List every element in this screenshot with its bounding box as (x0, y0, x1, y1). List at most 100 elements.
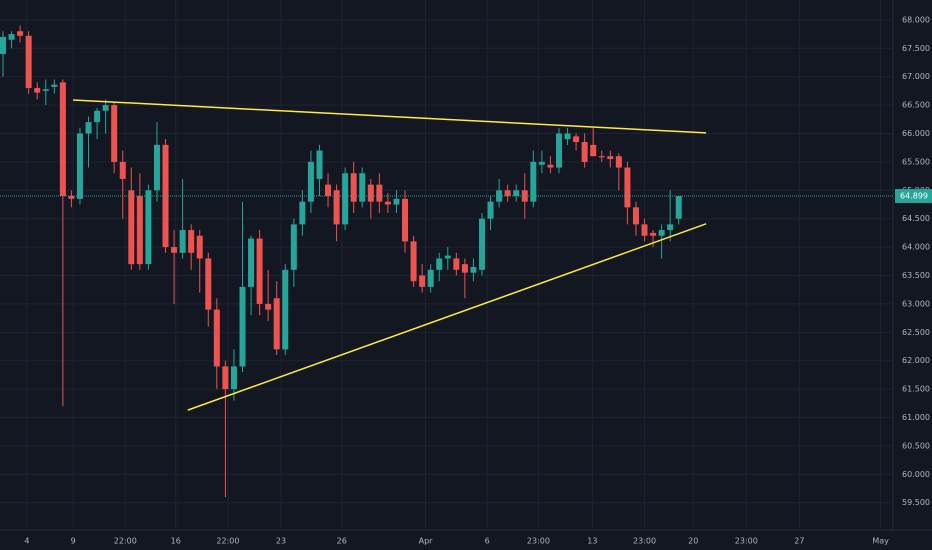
candle-body (615, 156, 622, 168)
candle-body (419, 275, 426, 287)
candle-body (162, 144, 169, 248)
candle-body (632, 207, 639, 225)
candle-body (402, 198, 409, 242)
candle-body (282, 269, 289, 350)
candle-body (273, 298, 280, 350)
candle-body (171, 247, 178, 253)
candle-body (51, 84, 58, 87)
x-tick-label: 9 (71, 537, 76, 546)
y-tick-label: 64.000 (902, 243, 930, 252)
candle-body (573, 136, 580, 143)
candle-body (119, 161, 126, 179)
y-tick-label: 63.500 (902, 271, 930, 280)
y-tick-label: 66.000 (902, 129, 930, 138)
candle-body (530, 161, 537, 202)
candle-body (675, 196, 682, 219)
y-tick-label: 61.500 (902, 385, 930, 394)
candle-body (384, 201, 391, 205)
candle-body (350, 173, 357, 202)
y-tick-label: 61.000 (902, 413, 930, 422)
x-tick-label: Apr (419, 537, 434, 546)
candle-body (25, 35, 32, 89)
candle-body (205, 258, 212, 310)
candle-body (555, 133, 562, 168)
candle-body (8, 34, 15, 40)
last-price-label: 64.899 (900, 192, 928, 201)
candle-body (650, 232, 657, 236)
candle-body (641, 224, 648, 236)
candle-body (290, 224, 297, 270)
last-price-box (895, 189, 932, 204)
x-tick-label: 20 (688, 537, 698, 546)
y-tick-label: 64.500 (902, 214, 930, 223)
x-tick-label: 23 (276, 537, 286, 546)
y-tick-label: 67.500 (902, 44, 930, 53)
x-tick-label: 4 (24, 537, 29, 546)
candle-body (342, 173, 349, 225)
candle-body (68, 195, 75, 199)
candle-body (444, 255, 451, 259)
candle-body (564, 133, 571, 140)
candle-body (128, 190, 135, 265)
y-tick-label: 60.500 (902, 441, 930, 450)
candle-body (0, 36, 6, 54)
candle-body (34, 88, 41, 93)
y-tick-label: 62.000 (902, 356, 930, 365)
candle-body (658, 230, 665, 236)
candle-body (478, 218, 485, 270)
x-tick-label: 13 (587, 537, 597, 546)
candle-body (307, 161, 314, 202)
candle-body (153, 144, 160, 191)
candle-body (299, 201, 306, 225)
candle-body (188, 230, 195, 253)
candle-body (94, 110, 101, 123)
candle-body (196, 235, 203, 259)
candle-body (470, 266, 477, 273)
x-tick-label: 23:00 (633, 537, 656, 546)
candle-body (359, 173, 366, 202)
x-tick-label: May (872, 537, 889, 546)
y-tick-label: 67.000 (902, 72, 930, 81)
candle-body (333, 190, 340, 225)
candle-body (487, 201, 494, 219)
candle-body (145, 190, 152, 265)
candle-body (239, 286, 246, 367)
candle-body (410, 241, 417, 282)
candle-body (179, 230, 186, 253)
candle-body (367, 184, 374, 202)
candle-body (265, 303, 272, 310)
candle-body (248, 238, 255, 287)
candle-body (624, 167, 631, 208)
x-tick-label: 27 (794, 537, 804, 546)
x-tick-label: 16 (171, 537, 181, 546)
candle-body (547, 164, 554, 168)
candle-body (607, 156, 614, 160)
x-tick-label: 6 (485, 537, 490, 546)
x-tick-label: 23:00 (527, 537, 550, 546)
trend-line (73, 99, 707, 134)
candle-body (376, 184, 383, 202)
candle-body (453, 258, 460, 270)
y-tick-label: 68.000 (902, 15, 930, 24)
x-tick-label: 22:00 (114, 537, 137, 546)
candle-body (427, 269, 434, 287)
candle-body (111, 105, 118, 162)
candle-body (222, 366, 229, 390)
candle-body (316, 150, 323, 179)
candle-body (230, 366, 237, 390)
candle-body (393, 198, 400, 205)
x-tick-label: 26 (337, 537, 347, 546)
candle-body (667, 224, 674, 231)
y-tick-label: 62.500 (902, 328, 930, 337)
candle-body (436, 258, 443, 270)
candle-body (136, 195, 143, 265)
candle-body (325, 184, 332, 196)
candle-body (513, 190, 520, 196)
candle-body (85, 122, 92, 134)
y-tick-label: 65.500 (902, 157, 930, 166)
candle-body (17, 31, 24, 36)
x-tick-label: 23:00 (735, 537, 758, 546)
candle-body (102, 105, 109, 111)
